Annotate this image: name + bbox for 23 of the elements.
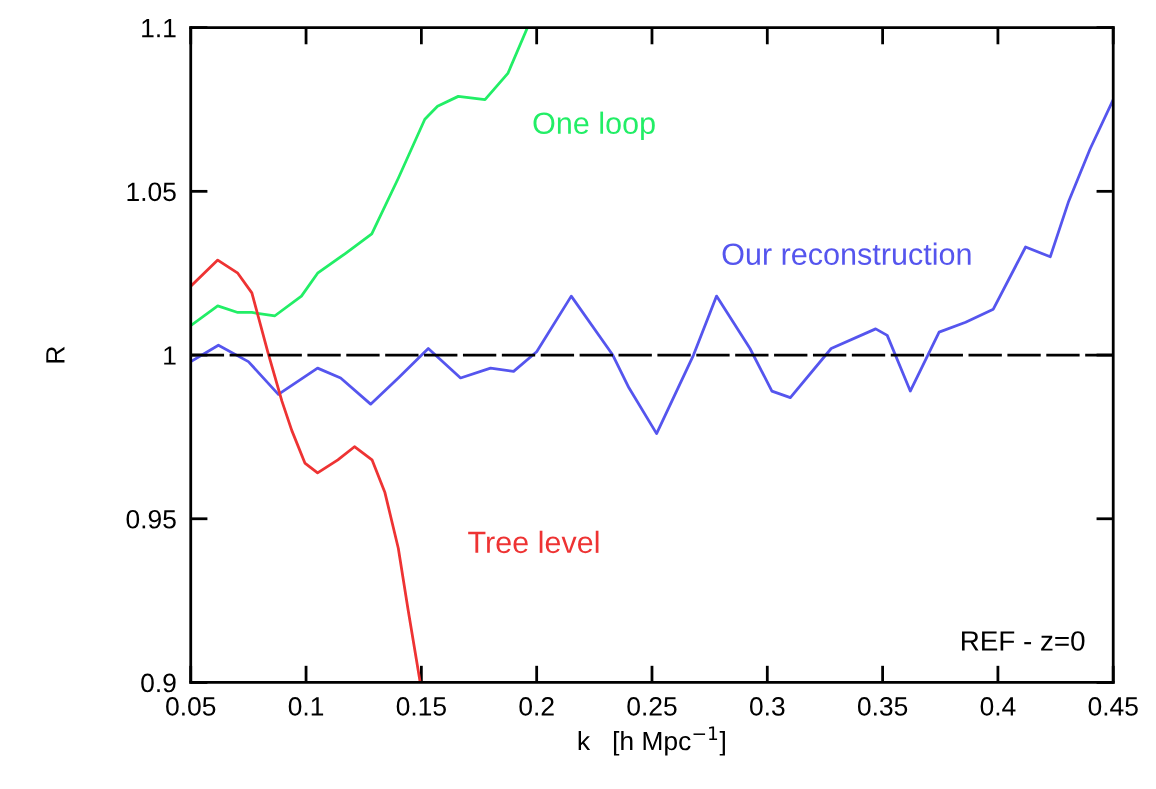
x-tick-label: 0.45 <box>1088 697 1138 716</box>
line-series <box>190 258 422 683</box>
line-series <box>190 27 529 327</box>
x-tick-label: 0.2 <box>519 697 554 716</box>
x-tick-label: 0.1 <box>288 697 324 716</box>
x-tick-label: 0.25 <box>627 697 677 716</box>
line-series <box>190 98 1114 436</box>
y-tick-label: 1.1 <box>142 19 176 38</box>
y-tick-label: 0.9 <box>141 673 176 693</box>
text: Tree level <box>468 530 599 554</box>
annotation: REF - z=0 <box>962 631 1085 651</box>
y-axis-title: R <box>46 346 65 363</box>
x-tick-label: 0.05 <box>166 697 216 716</box>
y-tick-label: 1.05 <box>127 182 176 202</box>
y-tick-label: 1 <box>164 346 176 365</box>
x-tick-label: 0.15 <box>396 697 446 716</box>
series-label: Our reconstruction <box>722 242 971 266</box>
x-tick-label: 0.4 <box>980 697 1016 716</box>
y-tick-label: 0.95 <box>126 509 176 529</box>
x-tick-label: 0.35 <box>857 697 908 716</box>
x-tick-label: 0.3 <box>749 697 785 716</box>
x-axis-title: k [h Mpc$^{−1}$] <box>578 726 725 756</box>
series-label: One loop <box>533 111 655 141</box>
